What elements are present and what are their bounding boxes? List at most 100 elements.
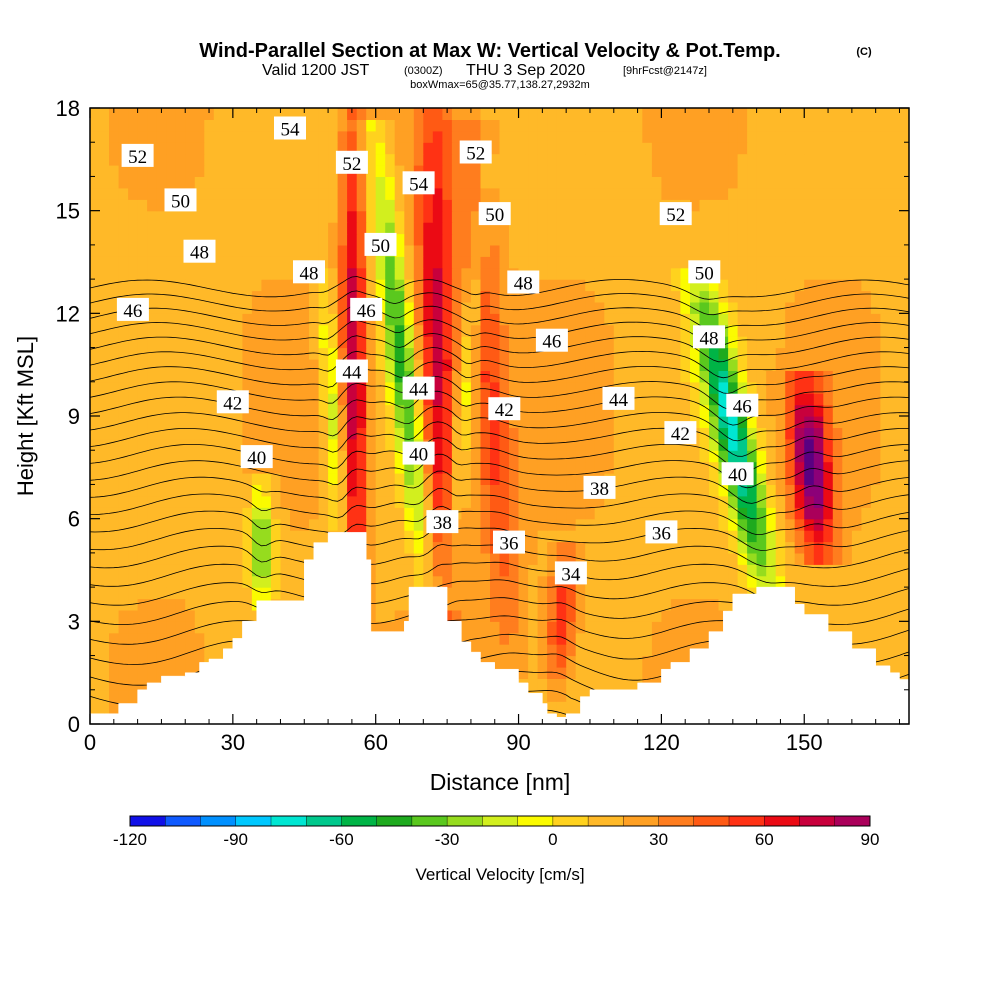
heatmap-cell [699, 301, 710, 314]
heatmap-cell [623, 324, 634, 337]
heatmap-cell [813, 359, 824, 371]
heatmap-cell [604, 279, 615, 292]
heatmap-cell [128, 450, 139, 463]
heatmap-cell [785, 564, 796, 577]
heatmap-cell [470, 130, 481, 143]
heatmap-cell [651, 644, 662, 657]
heatmap-cell [470, 233, 481, 246]
heatmap-cell [128, 233, 139, 246]
heatmap-cell [670, 541, 681, 554]
heatmap-cell [90, 427, 101, 440]
heatmap-cell [861, 552, 872, 565]
heatmap-cell [499, 279, 510, 292]
heatmap-cell [118, 256, 129, 269]
heatmap-cell [794, 484, 805, 497]
heatmap-cell [566, 290, 577, 303]
heatmap-cell [766, 142, 777, 155]
heatmap-cell [842, 541, 853, 554]
heatmap-cell [528, 609, 539, 622]
heatmap-cell [709, 165, 720, 177]
heatmap-cell [366, 336, 377, 349]
heatmap-cell [318, 142, 329, 155]
heatmap-cell [632, 313, 643, 326]
heatmap-cell [147, 130, 158, 143]
heatmap-cell [851, 279, 862, 292]
heatmap-cell [223, 598, 234, 611]
heatmap-cell [99, 108, 110, 120]
heatmap-cell [651, 359, 662, 371]
heatmap-cell [842, 507, 853, 520]
heatmap-cell [632, 450, 643, 463]
heatmap-cell [613, 530, 624, 543]
heatmap-cell [461, 222, 472, 235]
heatmap-cell [842, 187, 853, 200]
heatmap-cell [156, 279, 167, 292]
heatmap-cell [890, 655, 901, 668]
heatmap-cell [385, 507, 396, 520]
heatmap-cell [385, 142, 396, 155]
heatmap-cell [290, 176, 301, 189]
heatmap-cell [718, 393, 729, 406]
heatmap-cell [337, 256, 348, 269]
heatmap-cell [528, 199, 539, 212]
heatmap-cell [899, 598, 909, 611]
heatmap-cell [756, 313, 767, 326]
heatmap-cell [585, 108, 596, 120]
heatmap-cell [109, 153, 120, 166]
heatmap-cell [690, 507, 701, 520]
heatmap-cell [318, 347, 329, 360]
heatmap-cell [861, 507, 872, 520]
heatmap-cell [632, 290, 643, 303]
heatmap-cell [604, 644, 615, 657]
heatmap-cell [518, 564, 529, 577]
heatmap-cell [337, 176, 348, 189]
heatmap-cell [280, 108, 291, 120]
heatmap-cell [118, 199, 129, 212]
heatmap-cell [90, 689, 101, 702]
heatmap-cell [642, 587, 653, 600]
heatmap-cell [642, 359, 653, 371]
heatmap-cell [318, 130, 329, 143]
heatmap-cell [442, 301, 453, 314]
heatmap-cell [613, 461, 624, 474]
heatmap-cell [204, 404, 215, 417]
heatmap-cell [709, 279, 720, 292]
heatmap-cell [594, 244, 605, 257]
heatmap-cell [794, 438, 805, 451]
heatmap-cell [318, 393, 329, 406]
heatmap-cell [290, 347, 301, 360]
heatmap-cell [213, 587, 224, 600]
heatmap-cell [804, 484, 815, 497]
heatmap-cell [623, 153, 634, 166]
heatmap-cell [718, 587, 729, 600]
heatmap-cell [356, 256, 367, 269]
heatmap-cell [832, 187, 843, 200]
heatmap-cell [775, 290, 786, 303]
heatmap-cell [575, 450, 586, 463]
heatmap-cell [670, 587, 681, 600]
heatmap-cell [99, 359, 110, 371]
heatmap-cell [813, 393, 824, 406]
heatmap-cell [194, 427, 205, 440]
heatmap-cell [613, 678, 624, 691]
contour-label: 40 [402, 441, 435, 466]
heatmap-cell [261, 541, 272, 554]
colorbar-tick-label: -90 [223, 830, 248, 849]
heatmap-cell [851, 244, 862, 257]
heatmap-cell [718, 541, 729, 554]
heatmap-cell [147, 530, 158, 543]
heatmap-cell [509, 632, 520, 645]
heatmap-cell [204, 210, 215, 223]
heatmap-cell [870, 427, 881, 440]
heatmap-cell [899, 564, 909, 577]
heatmap-cell [185, 609, 196, 622]
heatmap-cell [451, 176, 462, 189]
heatmap-cell [509, 119, 520, 132]
heatmap-cell [109, 324, 120, 337]
heatmap-cell [747, 301, 758, 314]
heatmap-cell [490, 256, 501, 269]
heatmap-cell [318, 404, 329, 417]
heatmap-cell [518, 381, 529, 394]
heatmap-cell [851, 473, 862, 485]
heatmap-cell [166, 484, 177, 497]
